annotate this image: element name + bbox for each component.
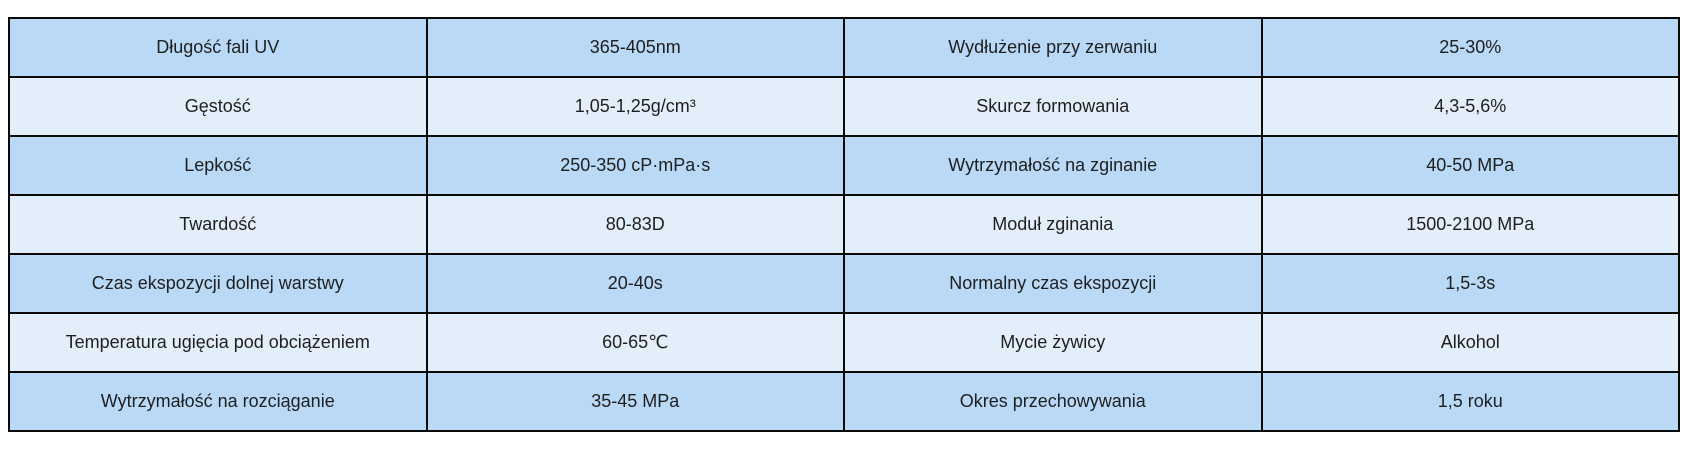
table-row: Twardość 80-83D Moduł zginania 1500-2100… [8,194,1680,255]
spec-value: 60-65℃ [425,312,845,373]
spec-table-body: Długość fali UV 365-405nm Wydłużenie prz… [8,17,1680,432]
spec-label: Czas ekspozycji dolnej warstwy [8,253,428,314]
table-row: Czas ekspozycji dolnej warstwy 20-40s No… [8,253,1680,314]
spec-value: 4,3-5,6% [1260,76,1680,137]
spec-label: Mycie żywicy [843,312,1263,373]
spec-value: 80-83D [425,194,845,255]
spec-label: Okres przechowywania [843,371,1263,432]
spec-value: 1,5 roku [1260,371,1680,432]
spec-table: Długość fali UV 365-405nm Wydłużenie prz… [8,17,1680,432]
spec-label: Temperatura ugięcia pod obciążeniem [8,312,428,373]
spec-value: 25-30% [1260,17,1680,78]
spec-value: 40-50 MPa [1260,135,1680,196]
spec-value: 250-350 cP·mPa·s [425,135,845,196]
spec-label: Gęstość [8,76,428,137]
table-row: Temperatura ugięcia pod obciążeniem 60-6… [8,312,1680,373]
spec-label: Lepkość [8,135,428,196]
spec-value: 20-40s [425,253,845,314]
spec-label: Długość fali UV [8,17,428,78]
spec-label: Twardość [8,194,428,255]
spec-value: Alkohol [1260,312,1680,373]
spec-value: 1,05-1,25g/cm³ [425,76,845,137]
spec-label: Moduł zginania [843,194,1263,255]
table-row: Gęstość 1,05-1,25g/cm³ Skurcz formowania… [8,76,1680,137]
spec-label: Wydłużenie przy zerwaniu [843,17,1263,78]
table-row: Długość fali UV 365-405nm Wydłużenie prz… [8,17,1680,78]
spec-label: Normalny czas ekspozycji [843,253,1263,314]
table-row: Lepkość 250-350 cP·mPa·s Wytrzymałość na… [8,135,1680,196]
spec-value: 1,5-3s [1260,253,1680,314]
spec-label: Skurcz formowania [843,76,1263,137]
spec-value: 1500-2100 MPa [1260,194,1680,255]
spec-value: 35-45 MPa [425,371,845,432]
table-row: Wytrzymałość na rozciąganie 35-45 MPa Ok… [8,371,1680,432]
spec-value: 365-405nm [425,17,845,78]
spec-label: Wytrzymałość na zginanie [843,135,1263,196]
spec-label: Wytrzymałość na rozciąganie [8,371,428,432]
